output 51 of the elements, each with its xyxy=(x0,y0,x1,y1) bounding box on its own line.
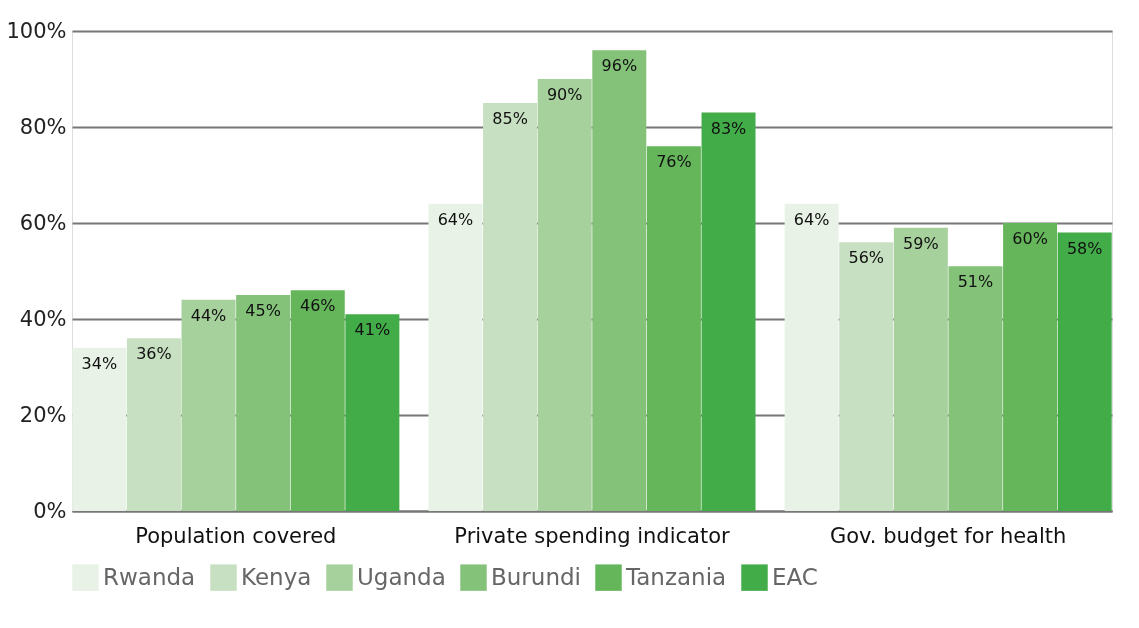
legend-label: Burundi xyxy=(491,563,581,590)
data-label: 41% xyxy=(354,320,391,340)
bar xyxy=(646,146,701,511)
y-tick-label: 40% xyxy=(19,306,67,331)
bar xyxy=(483,103,538,511)
legend-label: Rwanda xyxy=(103,563,196,590)
bar xyxy=(784,203,839,511)
bar xyxy=(839,242,894,511)
y-tick-label: 80% xyxy=(19,114,67,139)
bar xyxy=(236,295,291,511)
bar xyxy=(181,299,236,511)
legend-label: EAC xyxy=(772,563,818,590)
bar xyxy=(1003,223,1058,511)
y-tick-label: 20% xyxy=(19,402,67,427)
data-label: 96% xyxy=(601,56,638,76)
bar xyxy=(126,338,181,511)
bar xyxy=(1057,232,1112,511)
bar xyxy=(701,112,756,511)
y-tick-label: 100% xyxy=(6,18,67,43)
legend-label: Tanzania xyxy=(625,563,727,590)
x-tick-label: Private spending indicator xyxy=(454,523,731,548)
bar xyxy=(72,347,127,511)
data-label: 56% xyxy=(848,248,885,268)
data-label: 64% xyxy=(793,209,830,229)
bar xyxy=(290,290,345,511)
bar xyxy=(893,227,948,511)
data-label: 46% xyxy=(299,296,336,316)
y-tick-label: 60% xyxy=(19,210,67,235)
bar xyxy=(537,79,592,511)
x-tick-label: Population covered xyxy=(135,523,337,548)
data-label: 45% xyxy=(245,301,281,320)
data-label: 34% xyxy=(81,353,118,373)
data-label: 51% xyxy=(957,272,994,292)
y-tick-label: 0% xyxy=(33,498,67,523)
data-label: 85% xyxy=(492,109,528,128)
bar xyxy=(428,203,483,511)
bar xyxy=(948,266,1003,511)
data-label: 59% xyxy=(903,233,939,253)
x-tick-label: Gov. budget for health xyxy=(829,523,1067,548)
data-label: 76% xyxy=(656,152,692,172)
legend-label: Uganda xyxy=(357,563,446,590)
data-label: 83% xyxy=(710,118,747,138)
bar xyxy=(345,314,400,511)
data-label: 36% xyxy=(136,344,172,364)
data-label: 44% xyxy=(190,305,227,325)
legend-label: Kenya xyxy=(241,563,312,590)
bar xyxy=(592,50,647,511)
data-label: 60% xyxy=(1012,229,1048,248)
data-label: 64% xyxy=(437,209,474,229)
data-label: 90% xyxy=(546,85,583,104)
data-label: 58% xyxy=(1066,238,1103,258)
